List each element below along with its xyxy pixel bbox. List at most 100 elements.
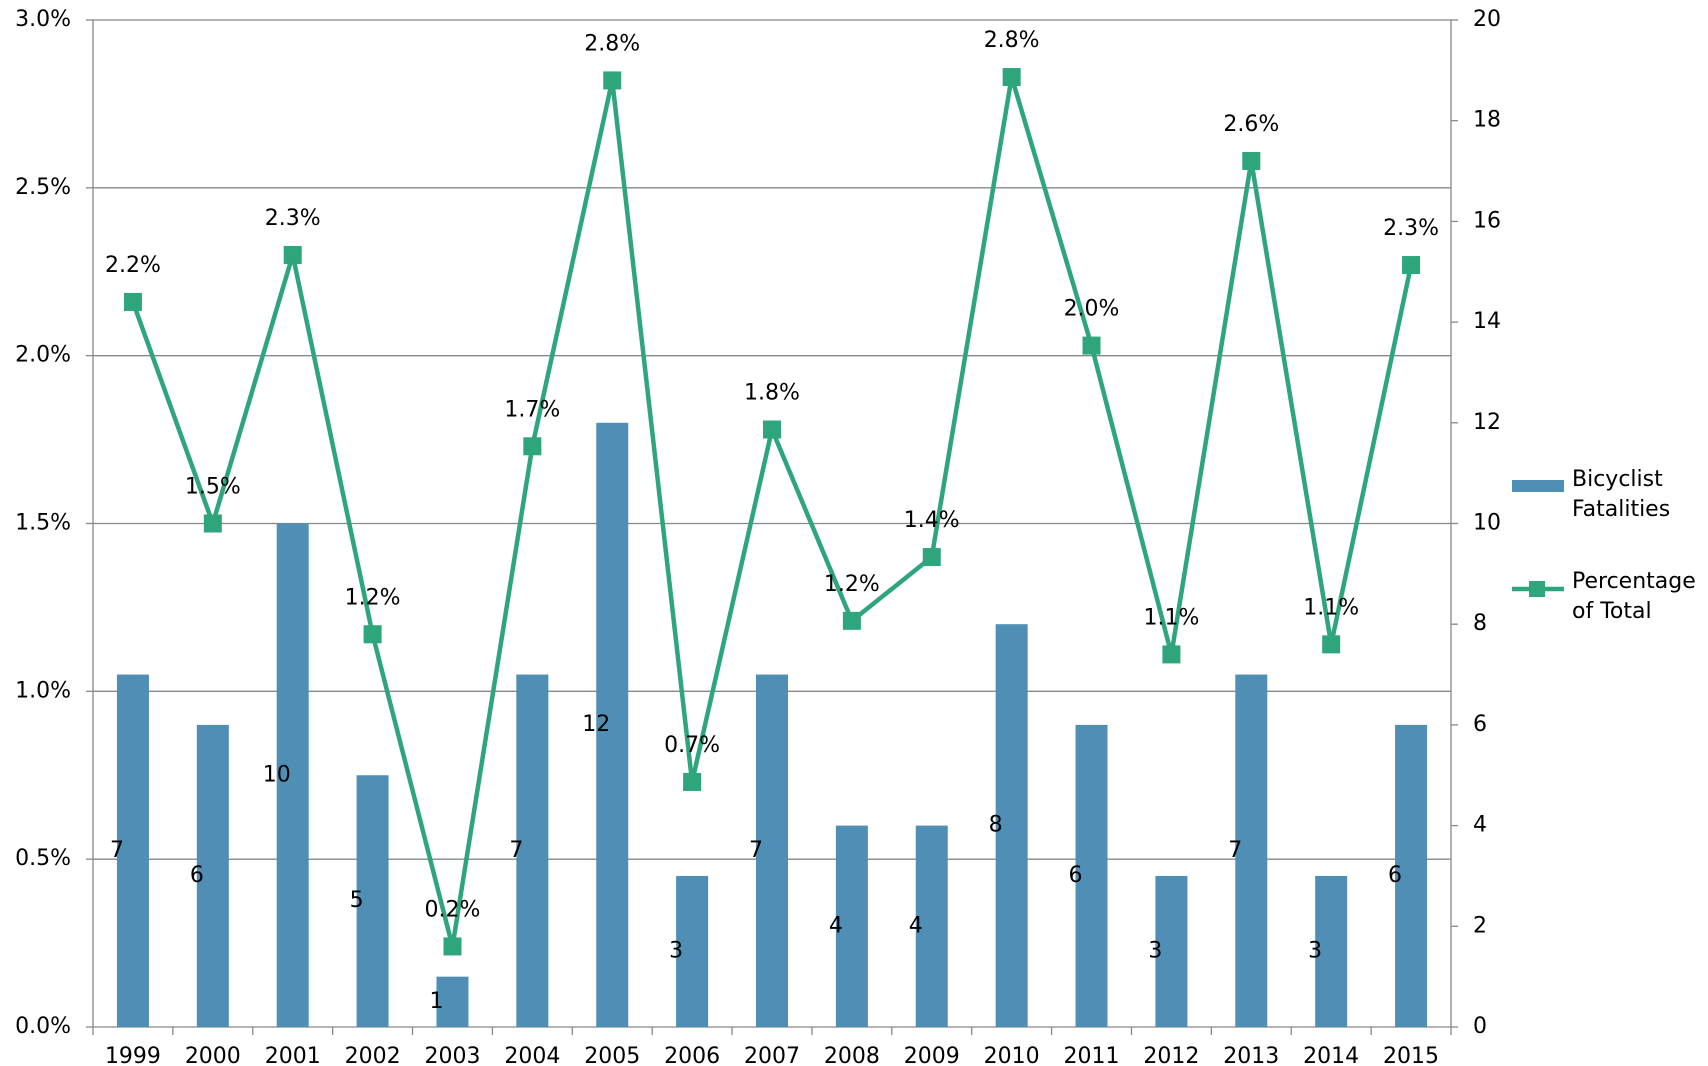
bar-label: 12 [582,712,610,737]
y2-tick-label: 18 [1473,108,1501,133]
bar [436,976,469,1027]
point-label: 1.4% [904,508,960,533]
marker [523,437,542,456]
bar [356,775,389,1027]
point-label: 2.8% [584,31,640,56]
x-tick-label: 2015 [1383,1044,1439,1066]
marker [1162,645,1181,664]
legend: Bicyclist Fatalities Percentage of Total [1512,465,1702,669]
marker [1322,635,1341,654]
bar [835,825,868,1027]
bar-label: 6 [1388,863,1402,888]
x-tick-label: 2002 [345,1044,401,1066]
bar-label: 8 [989,813,1003,838]
bar-label: 7 [509,838,523,863]
marker [1402,256,1421,275]
marker [1242,151,1261,170]
x-tick-label: 1999 [105,1044,161,1066]
point-label: 2.0% [1064,297,1120,322]
bar-label: 6 [190,863,204,888]
marker [1082,336,1101,355]
bar [1315,875,1348,1027]
marker [763,420,781,439]
x-tick-label: 2010 [984,1044,1040,1066]
bar-label: 3 [1148,938,1162,963]
x-tick-label: 2003 [424,1044,480,1066]
legend-swatch [1512,480,1564,492]
bar [116,674,149,1027]
point-label: 2.6% [1223,112,1279,137]
legend-label: Percentage of Total [1572,569,1696,624]
point-label: 1.7% [504,397,560,422]
bar [1235,674,1268,1027]
bar [596,422,629,1027]
x-tick-label: 2008 [824,1044,880,1066]
legend-swatch [1512,581,1564,597]
bar-label: 1 [429,989,443,1014]
y-tick-label: 3.0% [15,7,71,32]
bar-label: 6 [1069,863,1083,888]
marker [123,292,142,311]
x-tick-label: 2004 [504,1044,560,1066]
y2-tick-label: 12 [1473,410,1501,435]
bar [516,674,549,1027]
y-tick-label: 2.5% [15,175,71,200]
point-label: 0.2% [425,897,481,922]
bar-label: 5 [350,888,364,913]
x-tick-label: 2014 [1303,1044,1359,1066]
y2-tick-label: 2 [1473,913,1487,938]
marker [363,625,382,644]
y2-tick-label: 10 [1473,511,1501,536]
y2-tick-label: 4 [1473,813,1487,838]
bar [676,875,709,1027]
bar-label: 3 [1308,938,1322,963]
y-tick-label: 0.5% [15,846,71,871]
x-tick-label: 2000 [185,1044,241,1066]
point-label: 1.1% [1143,605,1199,630]
x-tick-label: 2009 [904,1044,960,1066]
y-tick-label: 2.0% [15,343,71,368]
point-label: 1.2% [824,572,880,597]
marker [842,611,861,630]
point-label: 2.8% [984,28,1040,53]
bar [276,523,309,1027]
point-label: 1.2% [345,585,401,610]
bar [1075,724,1108,1027]
bar [1155,875,1188,1027]
bar-label: 4 [829,913,843,938]
x-tick-label: 2012 [1143,1044,1199,1066]
y-tick-label: 1.0% [15,678,71,703]
bar [995,624,1028,1027]
point-label: 0.7% [664,733,720,758]
x-tick-label: 2001 [265,1044,321,1066]
marker [603,71,622,90]
marker [283,245,302,264]
point-label: 2.3% [265,206,321,231]
x-tick-label: 2007 [744,1044,800,1066]
bar-label: 4 [909,913,923,938]
y2-tick-label: 6 [1473,712,1487,737]
y2-tick-label: 20 [1473,7,1501,32]
legend-label: Bicyclist Fatalities [1572,467,1671,522]
bar [915,825,948,1027]
y2-tick-label: 8 [1473,611,1487,636]
marker [203,514,222,533]
y2-tick-label: 0 [1473,1014,1487,1039]
point-label: 2.3% [1383,216,1439,241]
x-tick-label: 2011 [1064,1044,1120,1066]
marker [1002,68,1021,87]
point-label: 1.5% [185,475,241,500]
marker [922,548,941,567]
point-label: 1.1% [1303,595,1359,620]
bar-label: 3 [669,938,683,963]
point-label: 2.2% [105,253,161,278]
legend-item: Percentage of Total [1512,567,1702,627]
y-tick-label: 1.5% [15,511,71,536]
y-tick-label: 0.0% [15,1014,71,1039]
marker [683,772,702,791]
x-tick-label: 2005 [584,1044,640,1066]
y2-tick-label: 16 [1473,208,1501,233]
bar-label: 7 [110,838,124,863]
